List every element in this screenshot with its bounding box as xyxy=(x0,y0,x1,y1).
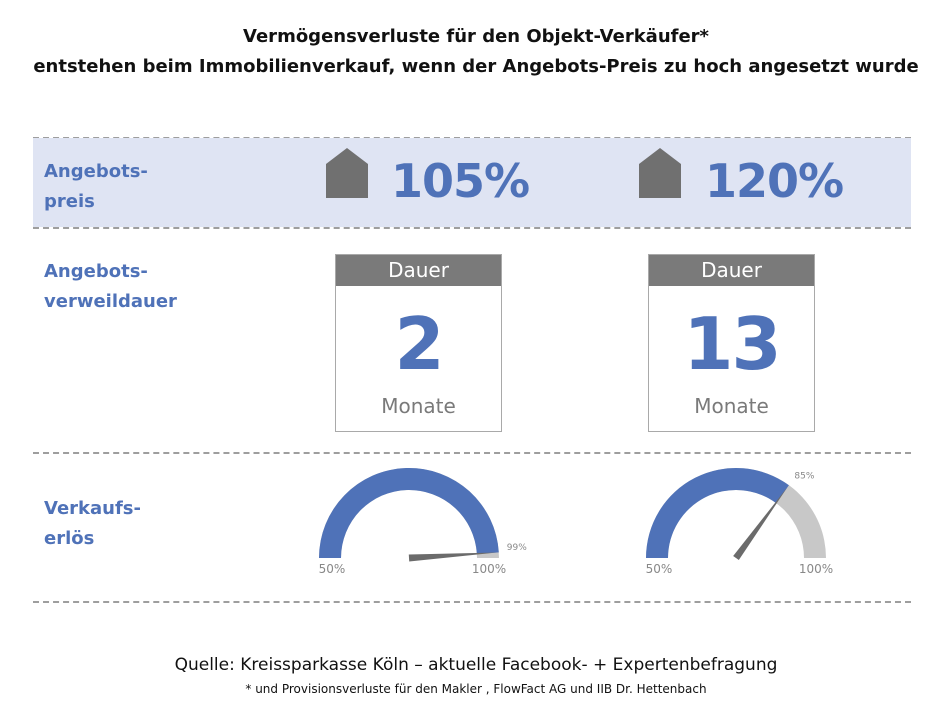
duration-unit: Monate xyxy=(381,394,456,418)
divider xyxy=(33,452,911,454)
gauge-value-arc xyxy=(646,468,789,558)
title-line-2: entstehen beim Immobilienverkauf, wenn d… xyxy=(33,56,919,77)
price-row-band xyxy=(33,138,911,227)
gauge-value-label: 99% xyxy=(507,543,527,553)
gauge-value-label: 85% xyxy=(794,471,814,481)
divider xyxy=(33,227,911,229)
divider xyxy=(33,601,911,603)
gauge-1: 99% 50% 100% xyxy=(319,467,527,576)
footnote: * und Provisionsverluste für den Makler … xyxy=(245,682,707,696)
price-value-1: 105% xyxy=(391,154,530,208)
duration-card-1: Dauer 2 Monate xyxy=(335,254,502,432)
duration-card-2: Dauer 13 Monate xyxy=(648,254,815,432)
duration-card-header: Dauer xyxy=(649,255,814,286)
gauge-max-label: 100% xyxy=(799,562,833,576)
duration-value: 2 xyxy=(394,302,444,386)
gauge-needle xyxy=(733,486,788,561)
row-label-price: Angebots-preis xyxy=(44,161,148,212)
gauge-max-label: 100% xyxy=(472,562,506,576)
house-icon xyxy=(639,148,681,198)
gauge-needle xyxy=(408,552,497,562)
title-line-1: Vermögensverluste für den Objekt-Verkäuf… xyxy=(243,26,709,47)
house-icon xyxy=(326,148,368,198)
gauge-value-arc xyxy=(319,467,499,558)
duration-value: 13 xyxy=(683,302,781,386)
gauge-min-label: 50% xyxy=(319,562,346,576)
gauge-2: 85% 50% 100% xyxy=(646,468,833,576)
gauge-min-label: 50% xyxy=(646,562,673,576)
price-value-2: 120% xyxy=(705,154,844,208)
row-label-duration: Angebots-verweildauer xyxy=(44,261,177,312)
row-label-proceeds: Verkaufs-erlös xyxy=(44,498,141,549)
duration-card-header: Dauer xyxy=(336,255,501,286)
source-line: Quelle: Kreissparkasse Köln – aktuelle F… xyxy=(174,655,778,675)
duration-unit: Monate xyxy=(694,394,769,418)
